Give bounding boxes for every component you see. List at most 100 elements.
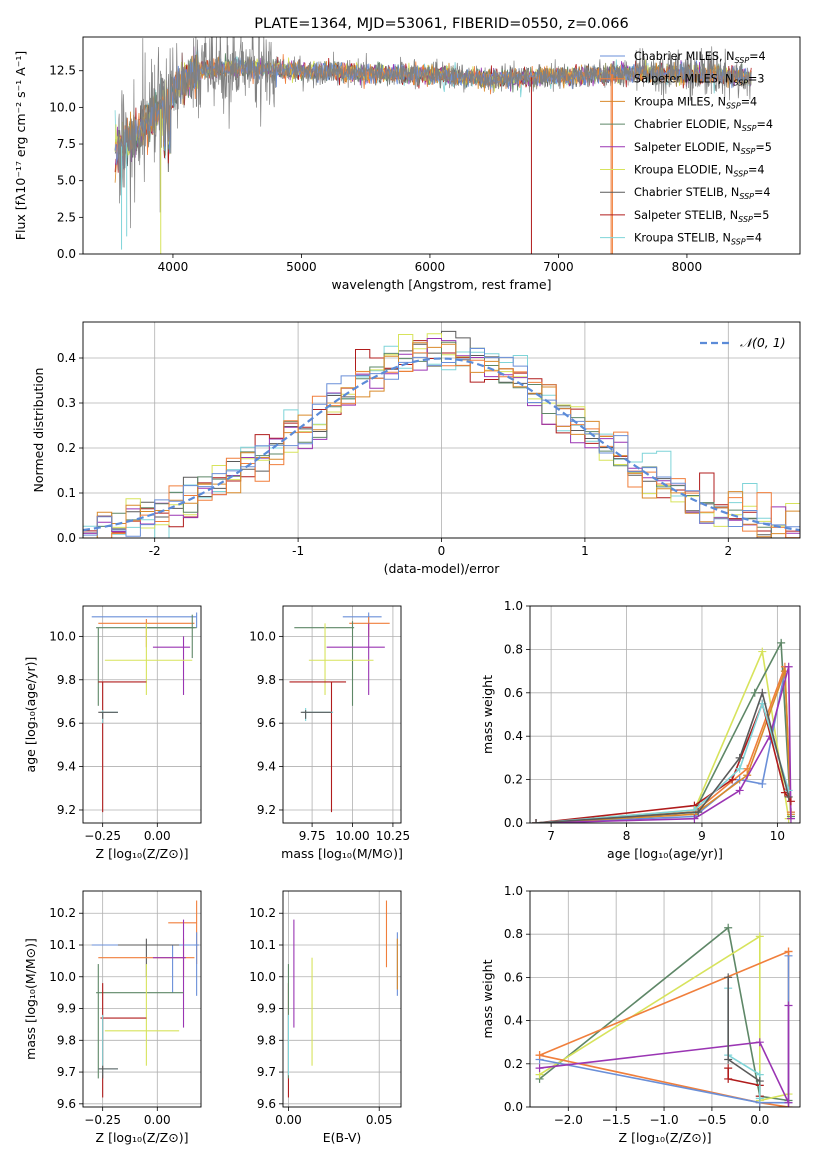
y-tick-label: 9.7 — [257, 1065, 276, 1079]
y-tick-label: 9.9 — [57, 1002, 76, 1016]
y-tick-label: 0.8 — [504, 927, 523, 941]
y-tick-label: 12.5 — [49, 64, 76, 78]
legend-label-text: Kroupa MILES, N — [634, 95, 726, 108]
mass-weight-marker — [735, 786, 744, 795]
mass-weight-marker — [535, 1051, 544, 1060]
plot-area — [91, 900, 199, 1098]
mass-weight-marker — [784, 1001, 793, 1010]
mass-weight-line — [535, 670, 792, 823]
x-tick-label: 0.0 — [750, 1113, 769, 1127]
y-tick-label: 9.8 — [57, 1033, 76, 1047]
mass-weight-marker — [758, 688, 767, 697]
x-axis-label: age [log₁₀(age/yr)] — [607, 846, 723, 861]
y-tick-label: 0.0 — [57, 247, 76, 261]
y-axis-label: age [log₁₀(age/yr)] — [23, 657, 38, 773]
gridlines — [283, 891, 401, 1107]
y-tick-label: 9.8 — [257, 673, 276, 687]
chart-mass-vs-ebv: 0.00 0.05 9.6 9.7 9.8 9.9 10.0 10.1 10.2 E(B-V) — [249, 890, 402, 1145]
x-tick-label: 7000 — [543, 260, 574, 274]
mass-weight-marker — [690, 814, 699, 823]
axes-frame — [529, 890, 801, 1108]
plot-area — [289, 612, 390, 813]
legend-label-value: =5 — [753, 209, 770, 222]
mass-weight-line — [535, 666, 792, 823]
y-tick-label: 10.1 — [49, 938, 76, 952]
x-tick-label: 6000 — [415, 260, 446, 274]
y-tick-label: 9.8 — [257, 1033, 276, 1047]
y-tick-label: 9.8 — [57, 673, 76, 687]
chart-age-vs-mass: 9.75 10.00 10.25 9.2 9.4 9.6 9.8 10.0 mass [log₁… — [249, 605, 410, 861]
y-axis-label: mass weight — [480, 959, 495, 1038]
y-tick-label: 5.0 — [57, 174, 76, 188]
mass-weight-marker — [786, 797, 795, 806]
axes-frame — [529, 605, 801, 824]
x-tick-label: 9.75 — [299, 829, 326, 843]
mass-weight-marker — [784, 662, 793, 671]
x-tick-label: 8000 — [672, 260, 703, 274]
chart-residuals: -2 -1 0 1 2 0.0 0.1 0.2 0.3 0.4 (data-model)/error… — [31, 321, 801, 576]
chart-weight-vs-age: 7 8 9 10 0.0 0.2 0.4 0.6 0.8 1.0 age [log₁₀(age/yr… — [480, 599, 801, 861]
mass-weight-marker — [784, 1098, 793, 1107]
mass-weight-marker — [784, 947, 793, 956]
x-tick-label: -1 — [292, 544, 304, 558]
y-tick-label: 0.6 — [504, 686, 523, 700]
legend-label-text: Salpeter ELODIE, N — [634, 141, 741, 154]
y-axis-label: mass [log₁₀(M/M⊙)] — [23, 938, 38, 1060]
x-tick-label: 0.05 — [366, 1113, 393, 1127]
x-axis-label: mass [log₁₀(M/M⊙)] — [281, 846, 403, 861]
y-tick-label: 9.6 — [57, 1097, 76, 1111]
y-tick-label: 9.7 — [57, 1065, 76, 1079]
x-axis-label: Z [log₁₀(Z/Z⊙)] — [619, 1130, 712, 1145]
x-tick-label: 0.00 — [275, 1113, 302, 1127]
residual-histogram — [83, 345, 800, 538]
x-axis-label: E(B-V) — [323, 1130, 362, 1145]
x-tick-label: 10.25 — [376, 829, 410, 843]
x-tick-label: 0.00 — [144, 1113, 171, 1127]
y-tick-label: 0.3 — [57, 396, 76, 410]
mass-weight-marker — [694, 808, 703, 817]
mass-weight-marker — [758, 779, 767, 788]
x-axis-label: wavelength [Angstrom, rest frame] — [331, 277, 551, 292]
mass-weight-marker — [532, 819, 541, 823]
x-tick-label: 10.00 — [335, 829, 369, 843]
legend: 𝒩(0, 1) — [700, 335, 786, 350]
y-tick-label: 10.0 — [49, 970, 76, 984]
y-tick-label: 0.8 — [504, 642, 523, 656]
chart-mass-vs-Z: −0.25 0.00 9.6 9.7 9.8 9.9 10.0 10.1 10.2 Z [log₁… — [23, 890, 202, 1145]
x-axis-label: Z [log₁₀(Z/Z⊙)] — [96, 846, 189, 861]
mass-weight-marker — [724, 1074, 733, 1083]
mass-weight-line — [539, 1005, 790, 1104]
mass-weight-line — [535, 670, 792, 823]
residual-histogram — [83, 341, 800, 538]
legend-label: Salpeter MILES, NSSP=3 — [634, 73, 765, 88]
y-tick-label: 0.4 — [504, 1014, 523, 1028]
x-tick-label: 0 — [438, 544, 446, 558]
y-tick-label: 9.4 — [257, 760, 276, 774]
y-tick-label: 10.0 — [49, 629, 76, 643]
axes-frame — [82, 890, 202, 1108]
gridlines — [283, 606, 401, 823]
mass-weight-marker — [755, 1077, 764, 1086]
x-tick-label: −0.25 — [84, 829, 121, 843]
legend-label-value: =5 — [755, 141, 772, 154]
y-tick-label: 10.0 — [249, 970, 276, 984]
legend-label-sub: SSP — [742, 124, 757, 133]
legend-label: Salpeter STELIB, NSSP=5 — [634, 209, 769, 224]
legend-label-sub: SSP — [739, 192, 754, 201]
y-tick-label: 0.0 — [504, 816, 523, 830]
legend-label-sub: SSP — [741, 147, 756, 156]
y-tick-label: 9.4 — [57, 760, 76, 774]
y-tick-label: 0.4 — [57, 351, 76, 365]
mass-weight-marker — [755, 1094, 764, 1103]
chart-spectrum: 4000 5000 6000 7000 8000 0.0 2.5 5.0 7.5 10.0 12.5… — [13, 16, 801, 292]
legend-label-value: =4 — [748, 164, 765, 177]
mass-weight-marker — [758, 647, 767, 656]
legend-label-sub: SSP — [738, 215, 753, 224]
legend-label-text: Kroupa ELODIE, N — [634, 164, 733, 177]
legend-label-value: =4 — [746, 232, 763, 245]
y-tick-label: 9.2 — [257, 803, 276, 817]
x-tick-label: 8 — [623, 829, 631, 843]
legend-label: Kroupa MILES, NSSP=4 — [634, 95, 757, 110]
y-tick-label: 9.9 — [257, 1002, 276, 1016]
